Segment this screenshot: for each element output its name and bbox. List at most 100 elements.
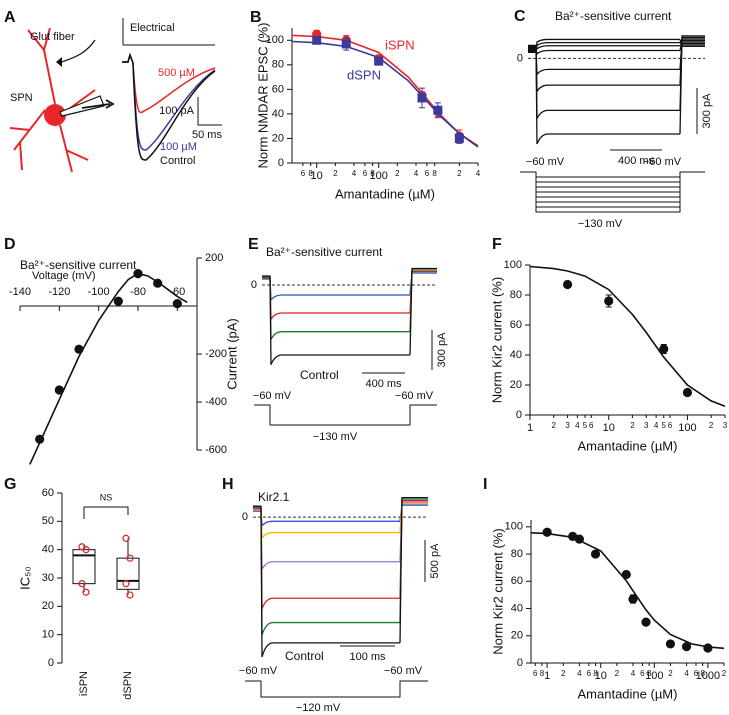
- point: [82, 546, 90, 554]
- label: 500 µM: [158, 67, 195, 79]
- point: [604, 296, 614, 306]
- x-tick-label: 2: [561, 669, 566, 678]
- point: [703, 643, 713, 653]
- y-tick-label: 80: [510, 289, 522, 301]
- trace-edge: [399, 497, 428, 643]
- x-tick-label: 4: [684, 669, 689, 678]
- y-tick-label: 60: [510, 319, 522, 331]
- y-tick-label: 10: [42, 629, 54, 641]
- y-tick-label: 200: [205, 252, 223, 264]
- y-tick-label: 20: [510, 379, 522, 391]
- panel-letter: C: [514, 8, 526, 25]
- point: [133, 269, 143, 279]
- x-tick-label: 4: [352, 169, 357, 178]
- x-tick-label: 6: [363, 169, 368, 178]
- point: [82, 588, 90, 596]
- point: [78, 580, 86, 588]
- x-tick-label: 5: [662, 421, 667, 430]
- y-tick-label: 20: [511, 630, 523, 642]
- y-axis-label: Current (pA): [224, 318, 239, 390]
- y-tick-label: 0: [517, 657, 523, 669]
- chart-title: Ba²⁺-sensitive current: [20, 258, 137, 272]
- protocol-label: −60 mV: [239, 665, 278, 677]
- trace-edge: [262, 276, 283, 340]
- y-tick-label: 40: [272, 108, 284, 120]
- x-tick-label: 3: [565, 421, 570, 430]
- trace-edge: [409, 270, 437, 314]
- panel-letter: F: [492, 236, 502, 253]
- trace-edge: [528, 48, 549, 56]
- fit-line: [29, 272, 188, 465]
- x-tick-label: 2: [395, 169, 400, 178]
- protocol-label: −120 mV: [296, 702, 341, 714]
- x-tick-label: -120: [48, 286, 70, 298]
- panel-letter: D: [4, 236, 16, 253]
- point: [454, 133, 464, 143]
- x-tick-label: 6: [533, 669, 538, 678]
- y-tick-label: 30: [42, 572, 54, 584]
- panel-letter: E: [248, 236, 259, 253]
- x-axis-label: Voltage (mV): [32, 270, 96, 282]
- protocol: [520, 171, 705, 213]
- scale-label: 400 ms: [618, 155, 655, 167]
- x-tick-label: 4: [575, 421, 580, 430]
- y-tick-label: 100: [505, 521, 523, 533]
- y-axis-label: Norm Kir2 current (%): [489, 277, 504, 403]
- x-tick-label: iSPN: [78, 671, 90, 696]
- y-tick-label: 60: [511, 575, 523, 587]
- trace-edge: [399, 498, 428, 623]
- x-tick-label: -80: [130, 286, 146, 298]
- panel-letter: G: [4, 476, 16, 493]
- protocol-label: −60 mV: [526, 156, 565, 168]
- dendrites: [9, 27, 96, 173]
- control-label: Control: [285, 649, 324, 663]
- panel-letter: I: [483, 476, 487, 493]
- panel-letter: H: [222, 476, 234, 493]
- point: [122, 534, 130, 542]
- scale-label: 500 pA: [429, 543, 441, 579]
- point: [621, 569, 631, 580]
- protocol-label: −60 mV: [395, 390, 434, 402]
- x-tick-label: 3: [723, 421, 728, 430]
- point: [681, 642, 692, 652]
- x-tick-label: -100: [88, 286, 110, 298]
- x-tick-label: 1: [544, 670, 550, 682]
- label: Electrical: [130, 22, 175, 34]
- x-tick-label: 4: [631, 669, 636, 678]
- x-tick-label: 6: [587, 669, 592, 678]
- point: [126, 591, 134, 599]
- x-axis-label: Amantadine (µM): [578, 686, 678, 701]
- fiber: [61, 39, 96, 63]
- point: [122, 580, 130, 588]
- point: [574, 534, 584, 544]
- x-tick-label: 8: [370, 169, 375, 178]
- point: [562, 279, 573, 290]
- y-tick-label: 60: [272, 83, 284, 95]
- protocol-label: −60 mV: [384, 665, 423, 677]
- point: [341, 39, 351, 49]
- y-tick-label: 50: [42, 515, 54, 527]
- point: [542, 527, 552, 537]
- point: [417, 93, 427, 103]
- point: [172, 299, 182, 309]
- trace-edge: [409, 267, 437, 356]
- scale-label: 100 ms: [349, 651, 386, 663]
- y-tick-label: 0: [278, 157, 284, 169]
- point: [74, 344, 84, 354]
- x-tick-label: 2: [333, 169, 338, 178]
- chart-title: Ba²⁺-sensitive current: [266, 245, 383, 259]
- fit-line: [291, 40, 479, 148]
- trace-edge: [253, 510, 274, 528]
- y-tick-label: 0: [242, 511, 248, 523]
- annotation: NS: [100, 492, 113, 502]
- x-tick-label: 8: [540, 669, 545, 678]
- panel-a-drawing: Glut fiber Electrical SPN 500 µM 100 µM …: [9, 18, 222, 173]
- x-tick-label: 4: [476, 169, 481, 178]
- point: [682, 387, 693, 398]
- x-tick-label: -60: [169, 286, 185, 298]
- x-tick-label: 2: [722, 669, 727, 678]
- x-tick-label: 1: [527, 422, 533, 434]
- x-tick-label: 6: [668, 421, 673, 430]
- point: [35, 434, 45, 444]
- x-tick-label: 6: [301, 169, 306, 178]
